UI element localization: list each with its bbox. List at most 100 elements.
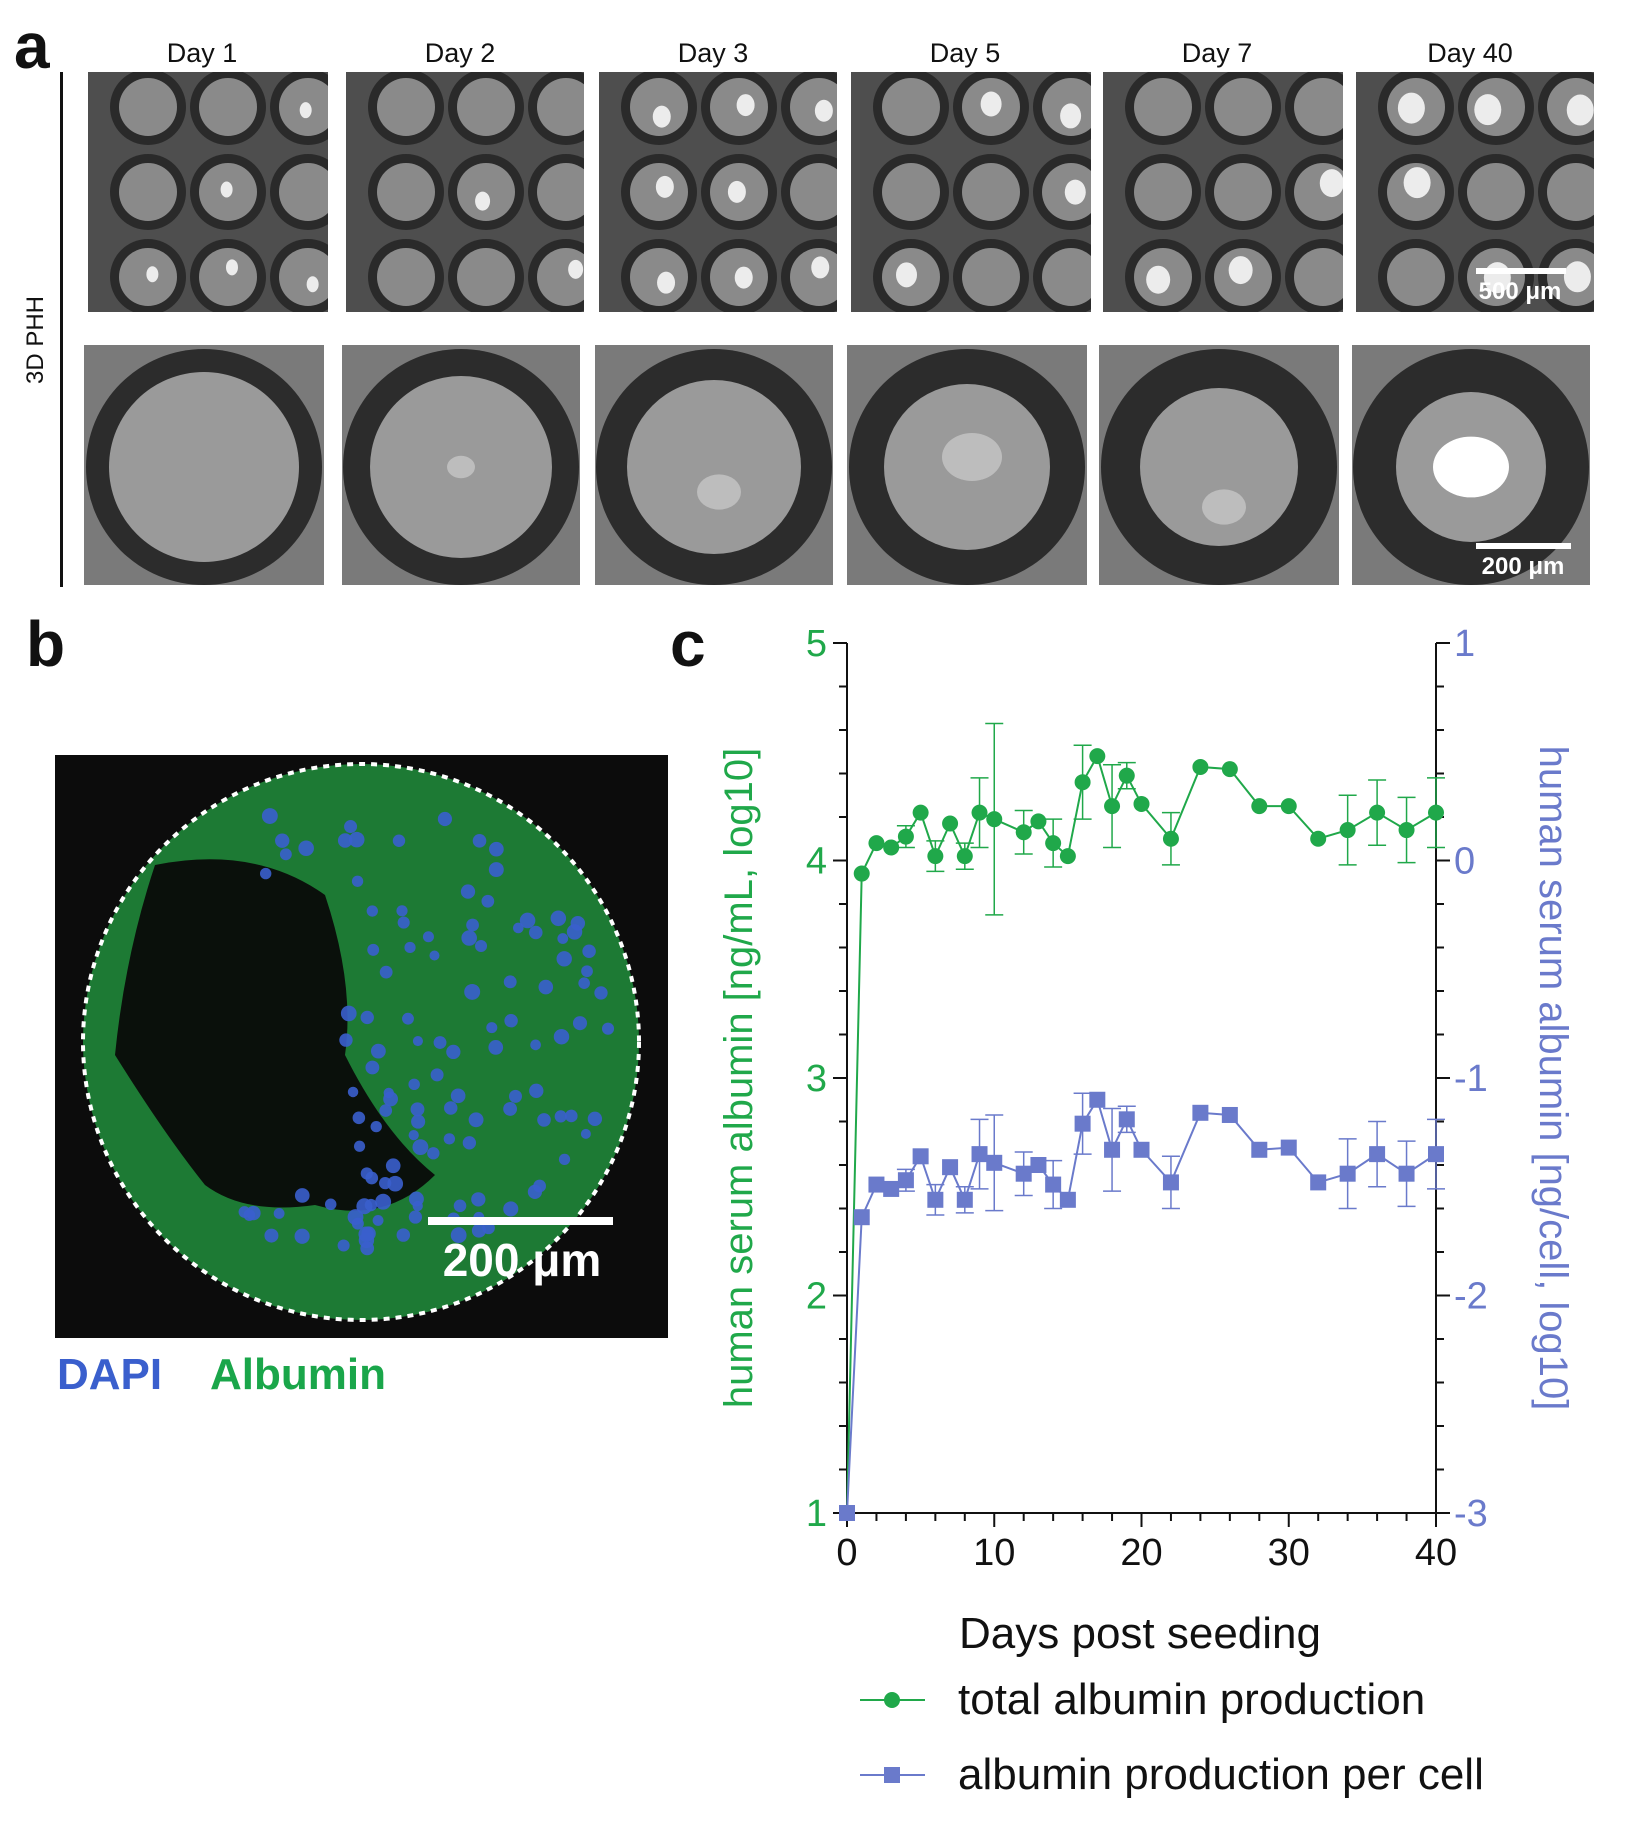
data-point-square	[1089, 1091, 1106, 1108]
micrograph-wells	[1103, 72, 1343, 312]
data-point-circle	[927, 848, 944, 865]
data-point-circle	[1339, 822, 1356, 839]
data-point-square	[1428, 1146, 1444, 1163]
data-point-circle	[1310, 830, 1327, 847]
day-label: Day 7	[1181, 38, 1253, 68]
scalebar-top	[1476, 268, 1566, 274]
y-right-tick-label: 1	[1454, 623, 1475, 665]
y-right-tick-label: -3	[1454, 1493, 1488, 1535]
data-point-circle	[868, 835, 885, 852]
panel-a-letter: a	[14, 10, 50, 82]
scalebar-b	[428, 1217, 613, 1225]
data-point-square	[912, 1148, 929, 1165]
legend-albumin: Albumin	[210, 1350, 386, 1399]
x-tick-label: 40	[1415, 1532, 1457, 1574]
micrograph-wells	[88, 72, 328, 312]
data-point-square	[971, 1146, 988, 1163]
x-tick-label: 30	[1268, 1532, 1310, 1574]
data-point-square	[1398, 1165, 1415, 1182]
scalebar-b-label: 200 μm	[442, 1234, 602, 1286]
data-point-circle	[1398, 822, 1415, 839]
data-point-square	[1133, 1141, 1150, 1158]
data-point-circle	[986, 811, 1003, 828]
y-right-tick-label: 0	[1454, 841, 1475, 883]
day-label: Day 5	[929, 38, 1001, 68]
data-point-circle	[1059, 848, 1076, 865]
data-point-square	[1310, 1174, 1327, 1191]
spheroid-outline	[81, 762, 641, 1322]
data-point-circle	[1280, 798, 1297, 815]
data-point-square	[1280, 1139, 1297, 1156]
data-point-circle	[853, 865, 870, 882]
data-point-square	[1015, 1165, 1032, 1182]
data-point-square	[1059, 1191, 1076, 1208]
y-left-tick-label: 2	[806, 1276, 827, 1318]
data-point-square	[897, 1172, 914, 1189]
micrograph-single-well	[342, 345, 580, 585]
data-point-square	[1030, 1157, 1047, 1173]
y-left-axis-title: human serum albumin [ng/mL, log10]	[717, 748, 761, 1408]
data-point-square	[1251, 1141, 1268, 1158]
scalebar-bottom	[1476, 543, 1571, 549]
micrograph-wells	[1356, 72, 1594, 312]
legend-label: total albumin production	[958, 1675, 1425, 1724]
day-label: Day 40	[1427, 38, 1513, 68]
micrograph-single-well	[595, 345, 833, 585]
y-left-tick-label: 1	[806, 1493, 827, 1535]
data-point-circle	[1015, 824, 1032, 841]
data-point-square	[839, 1505, 855, 1521]
data-point-circle	[956, 848, 973, 865]
data-point-circle	[942, 815, 959, 832]
data-point-circle	[1089, 748, 1106, 765]
micrograph-single-well	[847, 345, 1087, 585]
x-axis-title: Days post seeding	[959, 1609, 1321, 1658]
x-tick-label: 20	[1120, 1532, 1162, 1574]
micrograph-wells	[851, 72, 1091, 312]
data-point-circle	[1221, 761, 1238, 778]
y-left-tick-label: 4	[806, 841, 827, 883]
data-point-square	[1118, 1111, 1135, 1128]
day-label: Day 1	[166, 38, 238, 68]
data-point-circle	[912, 804, 929, 821]
data-point-square	[1192, 1104, 1209, 1121]
panel-a-divider	[60, 72, 63, 587]
day-label: Day 3	[677, 38, 749, 68]
legend-label: albumin production per cell	[958, 1750, 1484, 1799]
y-right-tick-label: -2	[1454, 1276, 1488, 1318]
data-point-square	[986, 1154, 1003, 1171]
day-label: Day 2	[424, 38, 496, 68]
legend-marker	[884, 1692, 900, 1708]
data-point-square	[853, 1209, 870, 1226]
data-point-circle	[1192, 758, 1209, 775]
data-point-circle	[1369, 804, 1386, 821]
data-point-circle	[1428, 804, 1444, 821]
data-point-circle	[897, 828, 914, 845]
micrograph-wells	[599, 72, 837, 312]
data-point-square	[1369, 1146, 1386, 1163]
data-point-square	[868, 1176, 885, 1193]
fluorescence-svg	[81, 762, 641, 1322]
data-point-square	[942, 1159, 959, 1176]
data-point-square	[883, 1180, 900, 1197]
data-point-circle	[1133, 795, 1150, 812]
scalebar-bottom-label: 200 μm	[1481, 553, 1565, 580]
fluorescence-image: 200 μm	[55, 755, 668, 1338]
panel-b-letter: b	[26, 608, 66, 680]
dark-cavity	[115, 859, 435, 1211]
legend-marker	[884, 1767, 900, 1783]
data-point-circle	[883, 839, 900, 856]
data-point-circle	[1118, 767, 1135, 784]
data-point-circle	[971, 804, 988, 821]
data-point-square	[1074, 1115, 1091, 1132]
scalebar-top-label: 500 μm	[1478, 278, 1562, 305]
data-point-square	[1339, 1165, 1356, 1182]
y-right-axis-title: human serum albumin [ng/cell, log10]	[1531, 746, 1575, 1411]
data-point-circle	[1104, 798, 1121, 815]
micrograph-single-well	[1099, 345, 1339, 585]
data-point-square	[956, 1191, 973, 1208]
y-left-tick-label: 3	[806, 1058, 827, 1100]
panel-c-letter: c	[670, 608, 706, 680]
dapi-nuclei	[238, 808, 615, 1256]
data-point-circle	[1251, 798, 1268, 815]
data-point-square	[1045, 1176, 1062, 1193]
